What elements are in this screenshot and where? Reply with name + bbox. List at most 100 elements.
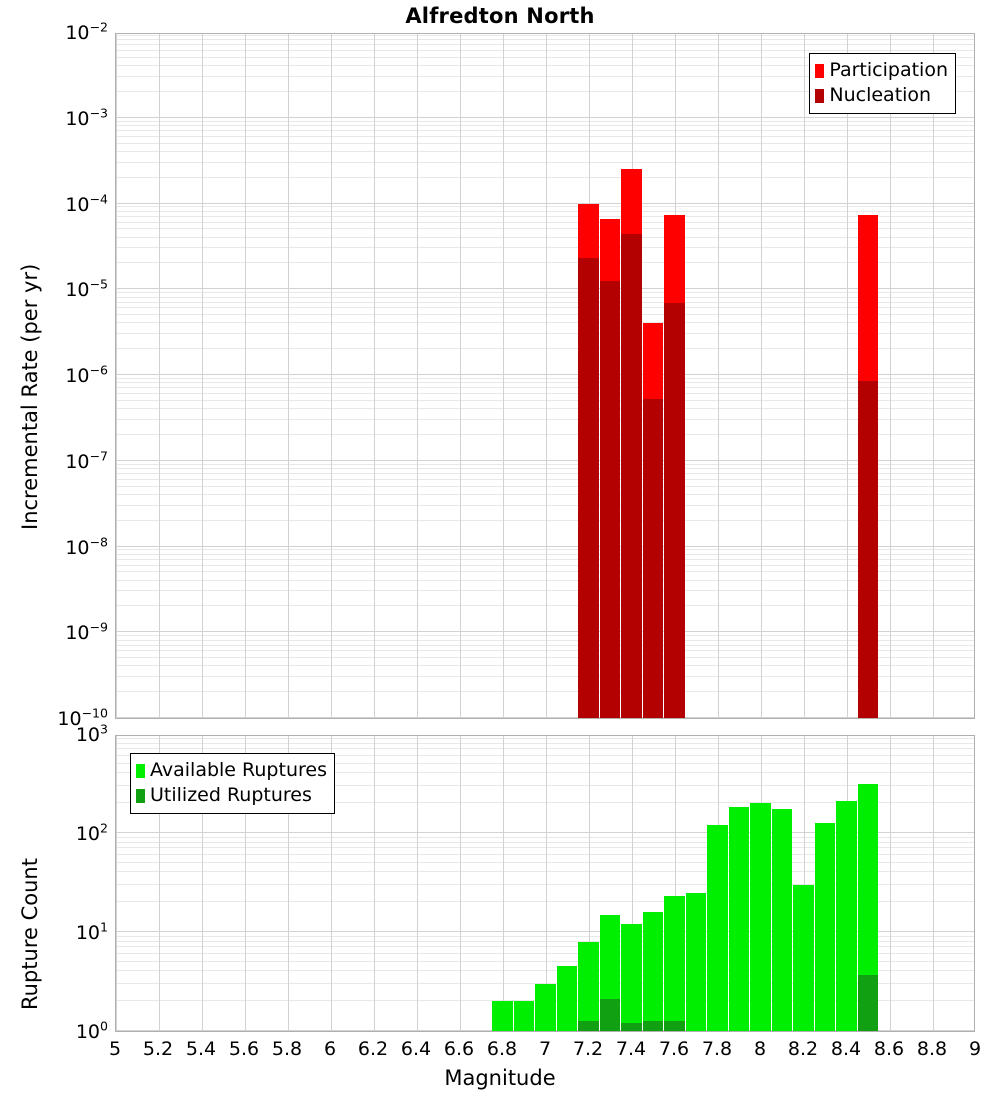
bar-segment: [578, 1021, 599, 1031]
bar: [771, 736, 793, 1031]
x-tick-label: 5.2: [142, 1038, 174, 1060]
x-tick-label: 8.4: [830, 1038, 862, 1060]
legend-item-participation[interactable]: Participation: [815, 58, 948, 83]
bar-segment: [728, 806, 750, 1031]
bar-segment: [599, 999, 621, 1031]
x-tick-label: 5.4: [185, 1038, 217, 1060]
y-tick-label: 100: [75, 1018, 108, 1043]
x-tick-label: 5: [108, 1038, 122, 1060]
utilized-ruptures-swatch-icon: [136, 788, 145, 803]
legend-item-available-ruptures[interactable]: Available Ruptures: [136, 758, 327, 783]
y-tick-label: 10−4: [65, 191, 108, 216]
bar-segment: [793, 884, 814, 1031]
bar-segment: [685, 892, 707, 1031]
bar-segment: [642, 911, 664, 1031]
bar-segment: [664, 302, 685, 718]
bar-segment: [750, 803, 771, 1031]
x-tick-label: 9: [968, 1038, 982, 1060]
bar: [578, 736, 599, 1031]
x-tick-label: 8.2: [787, 1038, 819, 1060]
y-axis-ticks-bottom: 103 102 101 100: [0, 723, 108, 1042]
y-tick-label: 10−5: [65, 276, 108, 302]
x-tick-label: 6.4: [400, 1038, 432, 1060]
bar: [578, 34, 599, 718]
x-tick-label: 8.8: [916, 1038, 948, 1060]
bar: [685, 736, 707, 1031]
y-tick-label: 10−6: [65, 362, 108, 387]
x-tick-label: 8.6: [873, 1038, 905, 1060]
x-tick-label: 8: [753, 1038, 767, 1060]
bar-segment: [814, 823, 836, 1031]
legend-incremental-rate: Participation Nucleation: [809, 53, 956, 114]
bar-segment: [621, 924, 642, 1031]
bar-segment: [578, 941, 599, 1031]
bar: [857, 736, 879, 1031]
bar: [621, 34, 642, 718]
x-tick-label: 7.8: [701, 1038, 733, 1060]
bar-segment: [664, 896, 685, 1031]
bar-segment: [642, 399, 664, 718]
x-tick-label: 5.6: [228, 1038, 260, 1060]
bar: [664, 736, 685, 1031]
y-axis-label-top: Incremental Rate (per yr): [18, 263, 42, 530]
bar-segment: [621, 1023, 642, 1031]
bar-segment: [642, 1021, 664, 1031]
bars-rupture-count: [116, 736, 974, 1031]
bar-segment: [492, 1001, 513, 1031]
y-tick-label: 10−3: [65, 105, 108, 130]
legend-label-nucleation: Nucleation: [829, 84, 932, 106]
participation-swatch-icon: [815, 63, 825, 78]
bar: [621, 736, 642, 1031]
x-tick-label: 7.2: [572, 1038, 604, 1060]
y-tick-label: 10−7: [65, 448, 108, 473]
legend-rupture-count: Available Ruptures Utilized Ruptures: [130, 753, 335, 814]
gridlines-top: [116, 34, 974, 718]
y-tick-label: 101: [75, 919, 108, 944]
bar: [707, 736, 728, 1031]
bar: [857, 34, 879, 718]
y-tick-label: 10−2: [65, 19, 108, 44]
x-tick-label: 6.6: [443, 1038, 475, 1060]
bar: [750, 736, 771, 1031]
bar: [814, 736, 836, 1031]
y-tick-label: 10−9: [65, 619, 108, 645]
bar: [664, 34, 685, 718]
page-title: Alfredton North: [405, 4, 595, 28]
bar: [599, 736, 621, 1031]
bar: [642, 736, 664, 1031]
available-ruptures-swatch-icon: [136, 763, 145, 778]
legend-label-participation: Participation: [829, 59, 948, 81]
bar-segment: [599, 280, 621, 718]
legend-label-available-ruptures: Available Ruptures: [150, 759, 327, 781]
x-axis-label: Magnitude: [444, 1066, 556, 1090]
bars-incremental-rate: [116, 34, 974, 718]
y-axis-label-bottom: Rupture Count: [18, 858, 42, 1010]
bar: [535, 736, 556, 1031]
bar: [728, 736, 750, 1031]
nucleation-swatch-icon: [815, 88, 825, 103]
x-tick-label: 7: [538, 1038, 552, 1060]
bar-segment: [836, 801, 857, 1031]
incremental-rate-plot: Participation Nucleation: [115, 33, 975, 719]
bar: [513, 736, 535, 1031]
bar-segment: [535, 983, 556, 1031]
y-axis-ticks-top: 10−2 10−3 10−4 10−5 10−6 10−7 10−8 10−9 10−10: [0, 21, 108, 729]
y-tick-label: 10−10: [57, 705, 108, 730]
bar: [836, 736, 857, 1031]
bar-segment: [771, 808, 793, 1031]
y-tick-label: 103: [75, 721, 108, 746]
bar-segment: [707, 825, 728, 1031]
bar-segment: [578, 258, 599, 718]
bar: [599, 34, 621, 718]
x-tick-label: 6: [323, 1038, 337, 1060]
bar-segment: [664, 1021, 685, 1031]
bar-segment: [513, 1001, 535, 1031]
x-tick-label: 7.4: [615, 1038, 647, 1060]
bar: [556, 736, 578, 1031]
y-tick-label: 102: [75, 820, 108, 845]
bar-segment: [857, 974, 879, 1031]
legend-item-utilized-ruptures[interactable]: Utilized Ruptures: [136, 783, 327, 808]
legend-item-nucleation[interactable]: Nucleation: [815, 83, 948, 108]
bar: [492, 736, 513, 1031]
